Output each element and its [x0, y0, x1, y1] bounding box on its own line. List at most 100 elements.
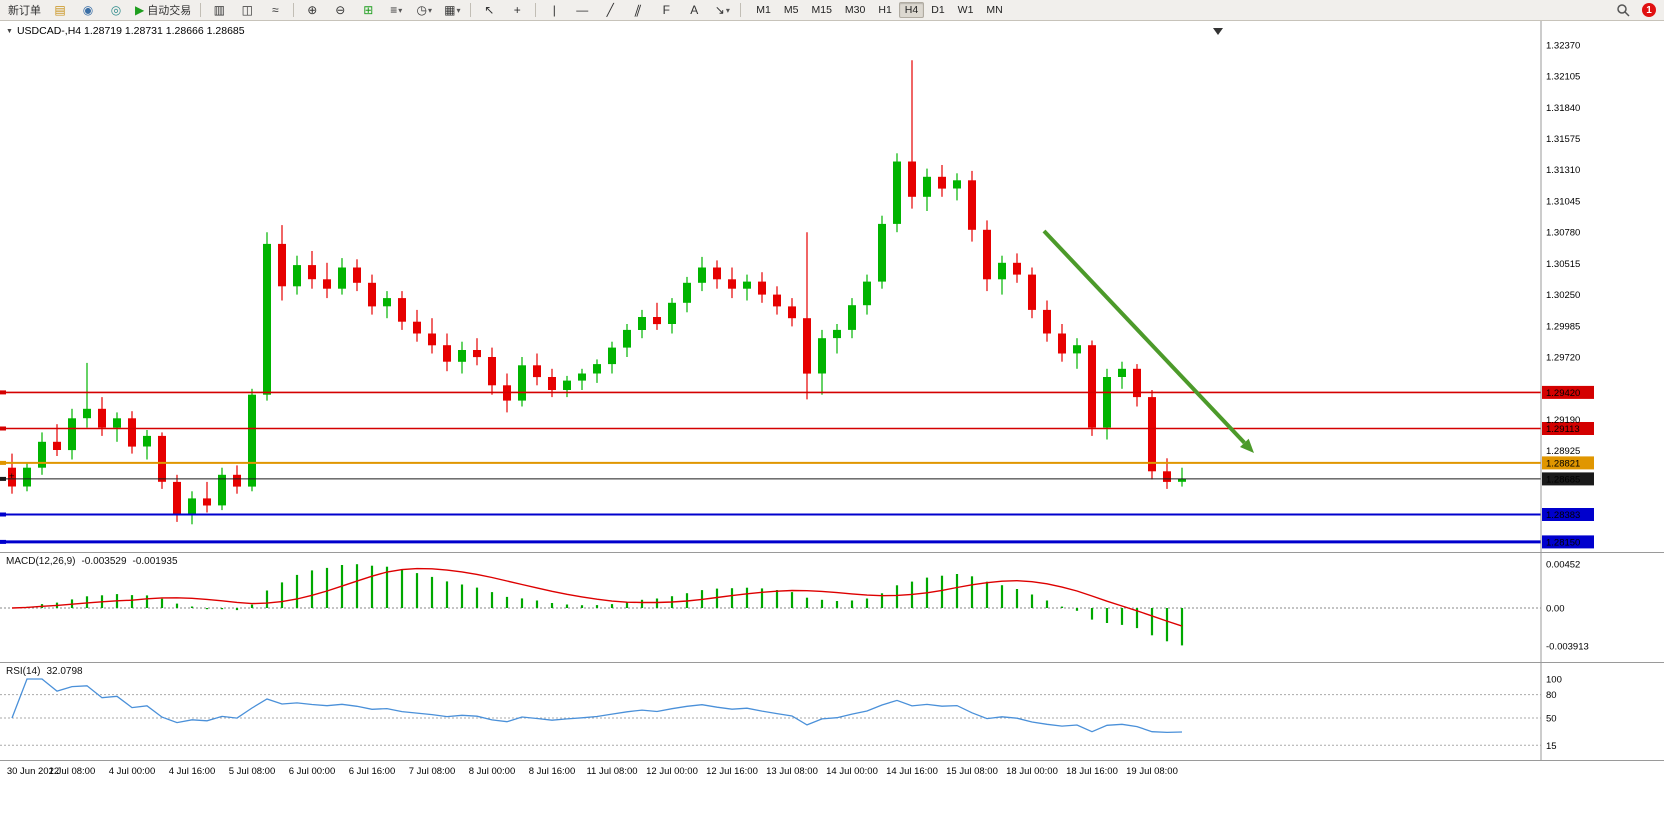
price-line-1.29420[interactable]: 1.29420: [0, 385, 1594, 399]
price-badge: [1542, 472, 1594, 486]
toolbar: 新订单 ▤ ◉ ◎ ▶ 自动交易 ▥ ◫ ≈ ⊕ ⊖ ⊞ ≡ ▾ ◷ ▾ ▦ ▾ ↖ …: [0, 0, 1664, 21]
tile-windows-icon[interactable]: ⊞: [363, 3, 374, 17]
time-axis-label: 4 Jul 16:00: [168, 766, 216, 777]
crosshair-icon[interactable]: +: [513, 3, 521, 17]
zoom-out-icon[interactable]: ⊖: [335, 3, 346, 17]
fibonacci-tool-icon[interactable]: F: [662, 3, 670, 17]
svg-text:80: 80: [1546, 690, 1557, 701]
autotrading-button[interactable]: ▶ 自动交易: [131, 2, 195, 19]
macd-label: MACD(12,26,9): [6, 556, 76, 567]
magnifier-glyph: [1617, 4, 1630, 17]
line-chart-icon[interactable]: ≈: [272, 3, 279, 17]
line-left-marker: [0, 460, 6, 465]
time-axis-label: 19 Jul 08:00: [1126, 766, 1178, 777]
time-axis-label: 6 Jul 16:00: [348, 766, 396, 777]
macd-main-value: -0.003529: [81, 556, 127, 567]
tf-button-m5[interactable]: M5: [778, 2, 805, 18]
svg-text:1.28925: 1.28925: [1546, 446, 1580, 457]
bar-chart-icon[interactable]: ▥: [213, 3, 225, 17]
svg-text:1.31045: 1.31045: [1546, 197, 1580, 208]
tf-button-m15[interactable]: M15: [805, 2, 837, 18]
price-line-1.28685: 1.28685: [0, 472, 1594, 486]
time-axis-label: 14 Jul 00:00: [826, 766, 878, 777]
text-tool-icon[interactable]: A: [690, 3, 699, 17]
macd-signal-value: -0.001935: [132, 556, 178, 567]
chart-menu-arrow-icon[interactable]: ▼: [6, 27, 13, 35]
horizontal-line-tool-icon[interactable]: —: [576, 3, 589, 17]
chevron-down-icon: ▾: [398, 5, 403, 15]
toolbar-separator: [535, 3, 537, 17]
line-left-marker: [0, 390, 6, 395]
time-axis: 30 Jun 2022 1 Jul 08:00 4 Jul 00:00 4 Jul 1…: [0, 761, 1664, 831]
vertical-line-tool-icon[interactable]: |: [552, 3, 556, 17]
tf-button-m1[interactable]: M1: [750, 2, 777, 18]
templates-button[interactable]: ▦ ▾: [439, 1, 465, 20]
tf-button-h1[interactable]: H1: [872, 2, 897, 18]
price-line-1.28150[interactable]: 1.28150: [0, 535, 1594, 549]
svg-text:1.32370: 1.32370: [1546, 40, 1580, 51]
profile-icon[interactable]: ◉: [82, 3, 94, 17]
autotrading-label: 自动交易: [147, 5, 192, 17]
svg-text:1.31310: 1.31310: [1546, 165, 1580, 176]
time-axis-label: 12 Jul 00:00: [646, 766, 698, 777]
price-line-1.28383[interactable]: 1.28383: [0, 508, 1594, 521]
tf-button-w1[interactable]: W1: [952, 2, 980, 18]
rsi-header: RSI(14) 32.0798: [6, 666, 83, 677]
charts-stack-icon[interactable]: ▤: [54, 3, 66, 17]
macd-header: MACD(12,26,9) -0.003529 -0.001935: [6, 556, 178, 567]
price-badge: [1542, 535, 1594, 549]
svg-text:1.30250: 1.30250: [1546, 290, 1580, 301]
svg-text:15: 15: [1546, 741, 1557, 752]
tf-button-h4[interactable]: H4: [898, 2, 925, 18]
price-line-1.29113[interactable]: 1.29113: [0, 422, 1594, 435]
new-order-button[interactable]: 新订单: [4, 2, 45, 19]
search-icon[interactable]: [1610, 1, 1636, 20]
community-icon[interactable]: ◎: [110, 3, 122, 17]
macd-histogram: [25, 564, 1184, 646]
indicators-button[interactable]: ≡ ▾: [383, 1, 409, 20]
svg-text:1.31575: 1.31575: [1546, 134, 1580, 145]
rsi-line: [11, 678, 1183, 734]
svg-text:1.32105: 1.32105: [1546, 72, 1580, 83]
price-badge: [1542, 385, 1594, 399]
svg-text:1.29985: 1.29985: [1546, 321, 1580, 332]
chevron-down-icon: ▾: [725, 5, 730, 15]
macd-svg: 0.00452 0.00 -0.003913: [0, 553, 1589, 662]
open-price-marker: +: [9, 471, 15, 482]
autotrading-play-icon: ▶: [135, 3, 145, 17]
channel-tool-icon[interactable]: ∥: [625, 1, 651, 20]
rsi-label: RSI(14): [6, 666, 41, 677]
line-left-marker: [0, 426, 6, 431]
periods-button[interactable]: ◷ ▾: [411, 1, 437, 20]
chevron-down-icon: ▾: [428, 5, 433, 15]
trendline-tool-icon[interactable]: ╱: [606, 3, 614, 17]
toolbar-separator: [293, 3, 295, 17]
trend-arrow[interactable]: [1042, 229, 1254, 453]
svg-text:1.30515: 1.30515: [1546, 259, 1580, 270]
svg-text:-0.003913: -0.003913: [1546, 642, 1589, 653]
tf-button-m30[interactable]: M30: [839, 2, 871, 18]
notification-badge[interactable]: 1: [1642, 3, 1656, 17]
tf-button-mn[interactable]: MN: [980, 2, 1008, 18]
svg-text:50: 50: [1546, 714, 1557, 725]
cursor-icon[interactable]: ↖: [484, 3, 495, 17]
chart-shift-marker[interactable]: [1213, 28, 1223, 35]
template-icon: ▦: [444, 3, 456, 17]
svg-text:1.30780: 1.30780: [1546, 228, 1580, 239]
price-line-1.28821[interactable]: 1.28821: [0, 456, 1594, 470]
chevron-down-icon: ▾: [456, 5, 461, 15]
main-chart-panel: 1.29420 1.29113 1.28821 1.28685 1.28383 1.281…: [0, 21, 1664, 553]
zoom-in-icon[interactable]: ⊕: [307, 3, 318, 17]
candlestick-chart-icon[interactable]: ◫: [241, 3, 253, 17]
channel-glyph: ∥: [633, 3, 644, 17]
time-axis-label: 6 Jul 00:00: [288, 766, 336, 777]
arrows-tool-button[interactable]: ↘ ▾: [709, 1, 735, 20]
line-left-marker: [0, 476, 6, 481]
time-axis-label: 12 Jul 16:00: [706, 766, 758, 777]
svg-text:1.28383: 1.28383: [1546, 510, 1580, 521]
price-axis: 1.32370 1.32105 1.31840 1.31575 1.31310 1.310…: [1546, 40, 1580, 457]
svg-text:1.28150: 1.28150: [1546, 537, 1580, 548]
rsi-value: 32.0798: [46, 666, 83, 677]
svg-text:1.29720: 1.29720: [1546, 353, 1580, 364]
tf-button-d1[interactable]: D1: [925, 2, 950, 18]
